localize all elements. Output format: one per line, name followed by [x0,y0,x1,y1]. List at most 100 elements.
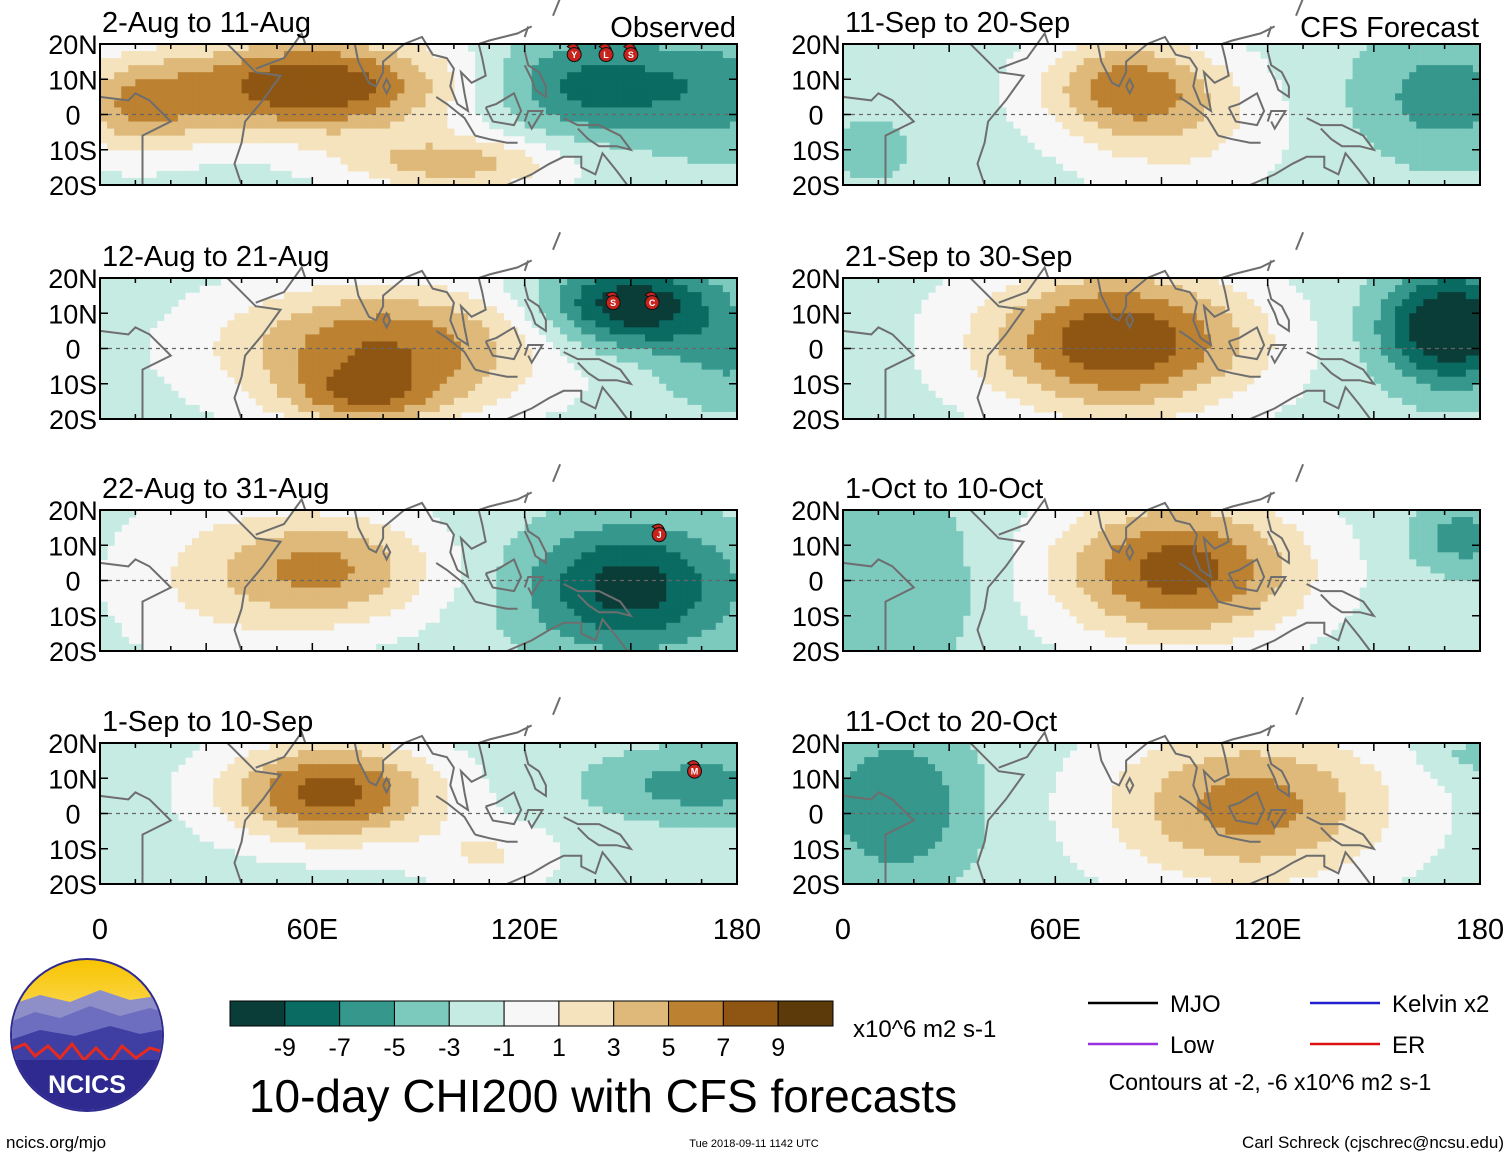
anomaly-field [843,510,1481,652]
y-tick-label: 0 [808,101,823,131]
colorbar-units: x10^6 m2 s-1 [853,1016,996,1043]
panel-title: 21-Sep to 30-Sep [845,241,1072,273]
coastlines [99,231,634,420]
colorbar-label: 3 [607,1034,621,1062]
legend-label: Kelvin x2 [1392,991,1489,1018]
y-tick-label: 20N [48,729,98,759]
panel-title: 12-Aug to 21-Aug [102,241,329,273]
coastlines [99,696,634,885]
map-panel: 20N 10N 0 10S 20S 21-Sep to 30-Sep [791,231,1481,435]
colorbar-label: 9 [771,1034,785,1062]
footer-author: Carl Schreck (cjschrec@ncsu.edu) [1242,1133,1504,1152]
legend-label: Low [1170,1032,1215,1059]
y-tick-label: 20S [49,405,97,435]
colorbar-swatch [613,1000,670,1027]
x-tick-label: 180 [1456,914,1504,946]
legend-item: Kelvin x2 [1310,991,1489,1018]
y-tick-label: 20N [791,729,841,759]
colorbar-label: -9 [274,1034,296,1062]
panel-title: 1-Sep to 10-Sep [102,706,313,738]
contour-note: Contours at -2, -6 x10^6 m2 s-1 [1109,1069,1432,1095]
map-panel: 20N 10N 0 10S 20S 2-Aug to 11-Aug Observed Y L S [48,0,738,201]
ncics-logo: NCICS [10,958,164,1112]
y-tick-label: 20S [792,171,840,201]
y-tick-label: 10N [791,65,841,95]
colorbar-swatch [229,1000,286,1027]
colorbar-swatch [448,1000,505,1027]
panel-tag: CFS Forecast [1300,12,1479,44]
y-tick-label: 10N [791,531,841,561]
y-tick-label: 10N [791,299,841,329]
storm-marker: S [622,43,639,63]
colorbar-swatch [284,1000,341,1027]
legend-label: MJO [1170,991,1221,1018]
y-tick-label: 10S [49,136,97,166]
storm-marker: J [651,523,667,543]
storm-marker: C [644,291,660,311]
legend-label: ER [1392,1032,1425,1059]
anomaly-field [843,743,1481,885]
storm-letter: S [628,50,634,60]
x-tick-label: 0 [835,914,851,946]
legend-item: Low [1088,1032,1215,1059]
colorbar-label: -3 [438,1034,460,1062]
x-tick-label: 0 [92,914,108,946]
y-tick-label: 0 [808,335,823,365]
x-tick-label: 60E [1030,914,1082,946]
map-panel: 20N 10N 0 10S 20S 12-Aug to 21-Aug S C [48,231,738,435]
colorbar-label: 1 [552,1034,566,1062]
legend: MJO Low Kelvin x2 ER [1088,991,1489,1059]
colorbar-swatch [777,1000,834,1027]
y-tick-label: 20N [48,496,98,526]
storm-letter: C [649,298,656,308]
colorbar-label: 5 [662,1034,676,1062]
coastlines [842,463,1377,652]
logo-text: NCICS [48,1071,126,1099]
y-tick-label: 10N [791,764,841,794]
y-tick-label: 0 [65,567,80,597]
coastlines [842,231,1377,420]
y-tick-label: 10S [792,835,840,865]
colorbar-swatch [668,1000,724,1027]
y-tick-label: 10S [792,136,840,166]
y-tick-label: 20S [792,405,840,435]
anomaly-field [843,278,1481,420]
colorbar-label: -1 [493,1034,515,1062]
y-tick-label: 0 [808,800,823,830]
anomaly-field [843,44,1481,186]
y-tick-label: 10S [792,602,840,632]
y-tick-label: 20N [791,496,841,526]
x-tick-label: 60E [287,914,339,946]
y-tick-label: 0 [65,335,80,365]
colorbar: -9 -7 -5 -3 -1 1 3 5 7 9 [229,1000,834,1062]
colorbar-swatch [339,1000,395,1027]
y-tick-label: 10S [49,835,97,865]
storm-marker: Y [566,43,582,63]
storm-letter: J [657,530,662,540]
storm-marker: L [598,43,614,63]
y-tick-label: 0 [65,101,80,131]
y-tick-label: 10N [48,299,98,329]
storm-marker: M [686,760,703,779]
coastlines [842,696,1377,885]
footer-url: ncics.org/mjo [6,1133,106,1152]
colorbar-swatch [393,1000,450,1027]
panel-title: 11-Oct to 20-Oct [845,706,1057,738]
map-panel: 20N 10N 0 10S 20S 22-Aug to 31-Aug J [48,463,738,667]
panel-title: 2-Aug to 11-Aug [102,7,311,39]
y-tick-label: 20N [791,30,841,60]
map-panel: 20N 10N 0 10S 20S 11-Sep to 20-Sep CFS Forecas… [791,0,1481,201]
legend-item: MJO [1088,991,1221,1018]
y-tick-label: 20N [791,264,841,294]
x-tick-label: 120E [491,914,559,946]
colorbar-label: -5 [383,1034,405,1062]
y-tick-label: 20S [49,637,97,667]
y-tick-label: 10N [48,531,98,561]
y-tick-label: 20S [49,870,97,900]
storm-letter: M [691,767,699,777]
y-tick-label: 10S [49,602,97,632]
x-tick-label: 180 [713,914,761,946]
coastlines [99,0,634,186]
storm-letter: Y [571,50,577,60]
